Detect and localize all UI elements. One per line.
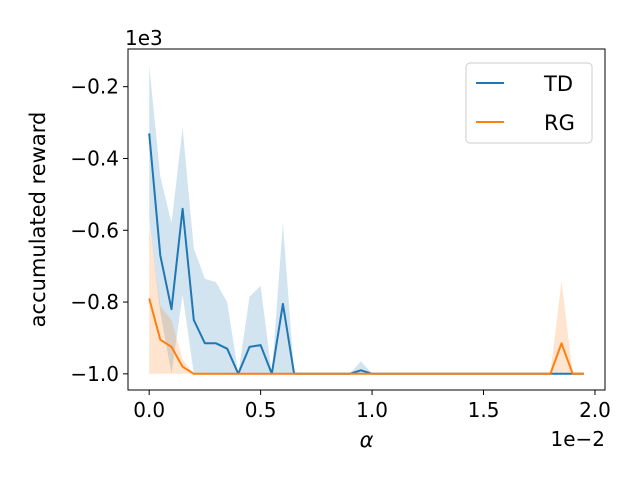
x-tick-label: 1.5 [468,398,500,422]
y-tick-label: −1.0 [70,362,119,386]
y-tick-label: −0.6 [70,218,119,242]
plot-frame [127,48,606,391]
x-tick-label: 1.0 [356,398,388,422]
series-lines [148,133,584,375]
x-axis-label: α [360,428,374,452]
x-offset-label: 1e−2 [550,427,605,451]
legend: TD RG [465,62,593,144]
y-tick-label: −0.8 [70,290,119,314]
confidence-bands [149,65,584,374]
legend-label-td: TD [543,72,573,96]
band-td [149,65,584,374]
y-tick-label: −0.2 [70,75,119,99]
y-tick-label: −0.4 [70,146,119,170]
x-tick-label: 0.5 [245,398,277,422]
x-axis-ticks: 0.0 0.5 1.0 1.5 2.0 [133,390,611,422]
y-offset-label: 1e3 [125,26,163,50]
y-axis-ticks: −1.0 −0.8 −0.6 −0.4 −0.2 [70,75,128,386]
x-tick-label: 2.0 [579,398,611,422]
y-axis-label: accumulated reward [26,112,50,328]
series-line-rg [148,298,584,375]
legend-label-rg: RG [544,111,575,135]
x-tick-label: 0.0 [133,398,165,422]
